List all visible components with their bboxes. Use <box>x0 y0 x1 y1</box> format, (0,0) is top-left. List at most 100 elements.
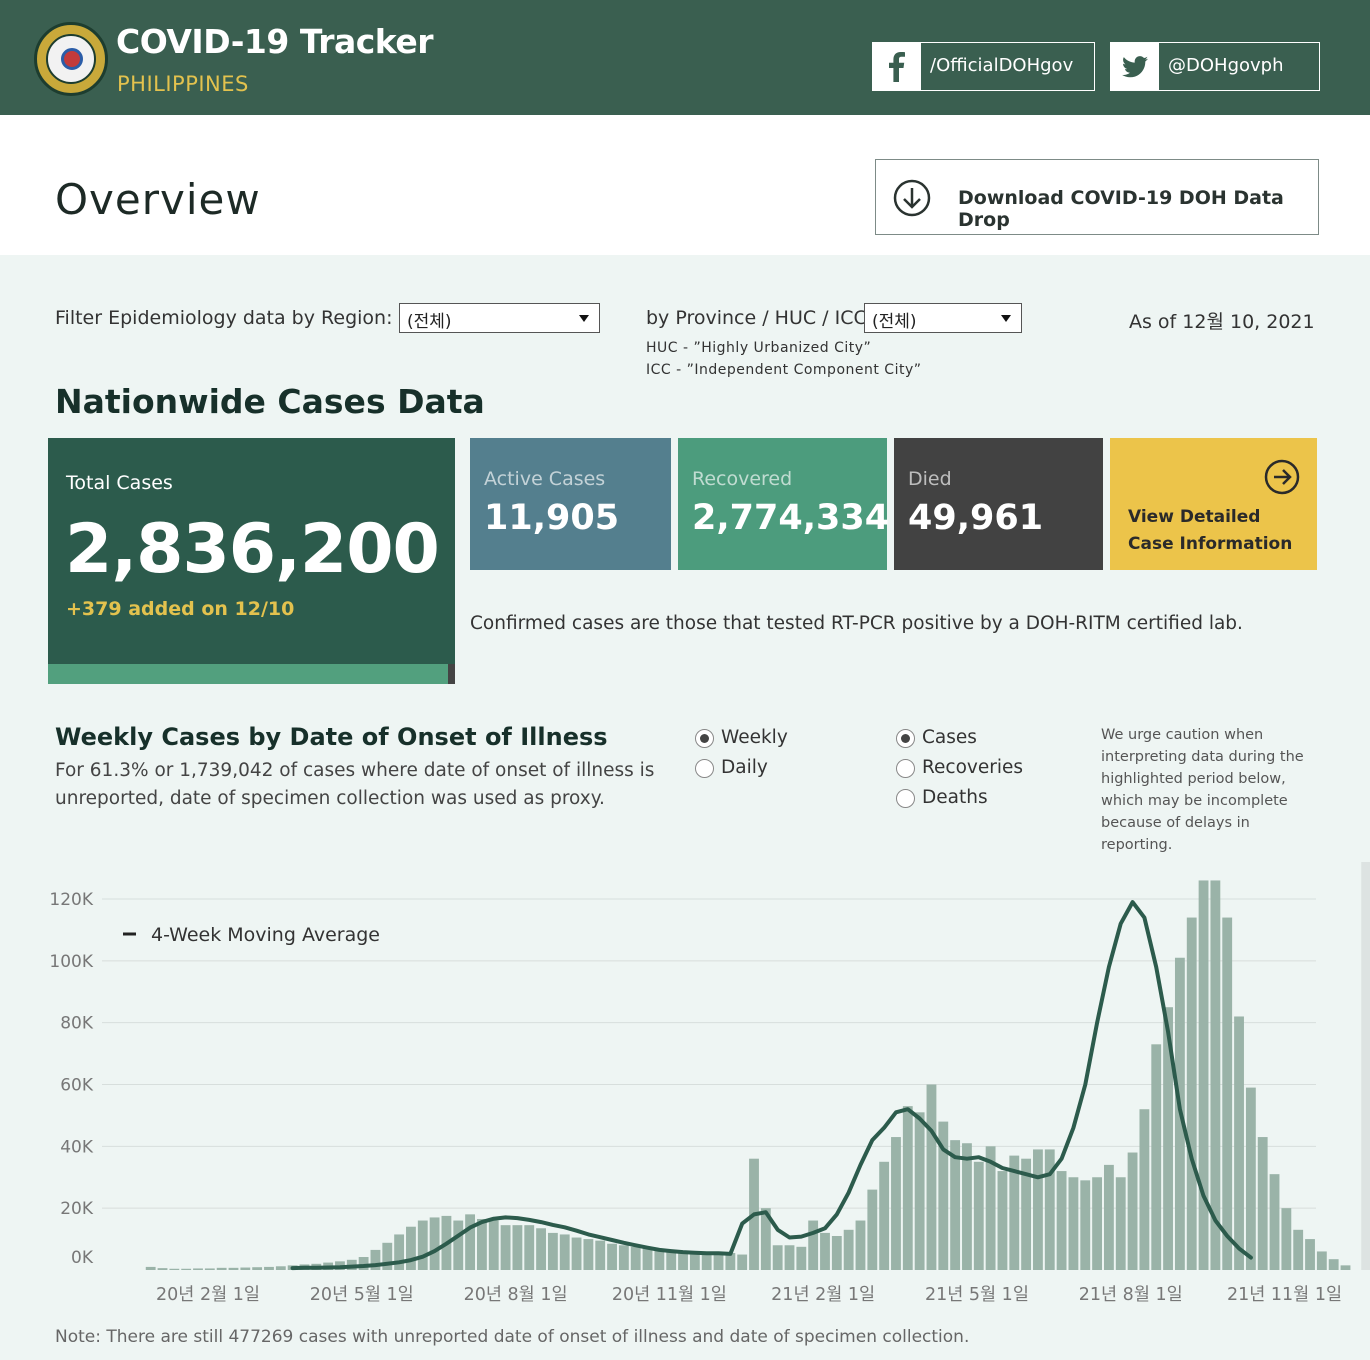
huc-note: HUC - ”Highly Urbanized City” <box>646 340 872 356</box>
bar <box>394 1234 405 1270</box>
download-data-drop-button[interactable]: Download COVID-19 DOH Data Drop <box>875 159 1319 235</box>
bar <box>725 1252 736 1270</box>
bar <box>1281 1208 1292 1270</box>
region-select-value: (전체) <box>407 312 452 332</box>
radio-weekly-label: Weekly <box>721 727 788 748</box>
bar <box>1080 1180 1091 1270</box>
bar <box>477 1218 487 1270</box>
bar <box>1340 1265 1351 1270</box>
added-today: +379 added on 12/10 <box>66 598 295 620</box>
bar <box>488 1220 499 1270</box>
doh-seal-logo <box>34 22 108 96</box>
bar <box>1234 1016 1244 1270</box>
radio-cases-label: Cases <box>922 727 977 748</box>
province-select[interactable]: (전체) <box>864 303 1022 333</box>
as-of-date: As of 12월 10, 2021 <box>1129 311 1315 333</box>
bar <box>417 1220 428 1270</box>
bar <box>831 1235 842 1270</box>
bar <box>1210 880 1221 1270</box>
view-detailed-line2: Case Information <box>1128 534 1293 554</box>
bar <box>654 1249 665 1270</box>
active-cases-card: Active Cases 11,905 <box>470 438 671 570</box>
radio-dot-deaths <box>896 789 915 808</box>
bar <box>1068 1177 1079 1270</box>
bar <box>1044 1149 1055 1270</box>
seal-inner <box>46 34 96 84</box>
facebook-link[interactable]: /OfficialDOHgov <box>872 42 1095 91</box>
chart-y-axis: 0K 20K 40K 60K 80K 100K 120K <box>49 890 93 1268</box>
bar <box>524 1225 535 1270</box>
recovered-label: Recovered <box>692 468 793 490</box>
weekly-cases-chart: 0K 20K 40K 60K 80K 100K 120K 20년 2월 1일 20년 5월 1… <box>49 862 1370 1305</box>
bar <box>252 1267 263 1270</box>
nationwide-title: Nationwide Cases Data <box>55 382 485 421</box>
bar <box>157 1268 168 1270</box>
app-title: COVID-19 Tracker <box>116 22 434 61</box>
bar <box>547 1232 558 1270</box>
weekly-subtitle: For 61.3% or 1,739,042 of cases where da… <box>55 760 655 809</box>
y-tick-label: 80K <box>60 1014 94 1034</box>
x-tick-label: 20년 11월 1일 <box>612 1285 727 1305</box>
bar <box>891 1137 901 1270</box>
total-cases-card: Total Cases 2,836,200 +379 added on 12/1… <box>48 438 455 684</box>
bar <box>204 1268 215 1270</box>
bar <box>264 1266 274 1270</box>
arrow-right-icon <box>1263 458 1301 500</box>
legend-label: 4-Week Moving Average <box>151 924 380 946</box>
total-cases-value: 2,836,200 <box>65 510 440 589</box>
bar <box>453 1220 464 1270</box>
bar <box>867 1189 878 1270</box>
bar <box>962 1143 972 1270</box>
active-cases-value: 11,905 <box>484 498 620 538</box>
confirmed-note: Confirmed cases are those that tested RT… <box>470 613 1243 634</box>
bar <box>512 1225 523 1270</box>
bar <box>240 1267 251 1270</box>
bar <box>1021 1158 1032 1270</box>
province-select-value: (전체) <box>872 312 917 332</box>
bar <box>843 1229 854 1270</box>
twitter-link[interactable]: @DOHgovph <box>1110 42 1320 91</box>
x-tick-label: 20년 2월 1일 <box>156 1285 260 1305</box>
bar <box>1151 1044 1162 1270</box>
bar <box>642 1248 653 1270</box>
y-tick-label: 120K <box>49 890 93 910</box>
bar <box>169 1268 180 1270</box>
bar <box>181 1268 192 1270</box>
radio-recoveries-label: Recoveries <box>922 757 1023 778</box>
chart-highlight-region <box>1361 862 1370 1270</box>
twitter-icon <box>1111 43 1159 90</box>
bar <box>820 1232 830 1270</box>
total-cases-label: Total Cases <box>66 472 173 494</box>
radio-dot-recoveries <box>896 759 915 778</box>
region-filter-label: Filter Epidemiology data by Region: <box>55 307 393 329</box>
bar <box>465 1214 476 1270</box>
y-tick-label: 20K <box>60 1199 94 1219</box>
bar <box>145 1266 156 1270</box>
bar <box>713 1252 724 1270</box>
total-cases-bar <box>48 664 455 684</box>
y-tick-label: 60K <box>60 1076 94 1096</box>
bar <box>914 1112 925 1270</box>
radio-daily-label: Daily <box>721 757 768 778</box>
bar <box>760 1208 771 1270</box>
bar <box>1222 917 1233 1270</box>
view-detailed-line1: View Detailed <box>1128 507 1261 527</box>
bar <box>595 1240 606 1270</box>
x-tick-label: 20년 5월 1일 <box>310 1285 414 1305</box>
bar <box>772 1245 783 1270</box>
recovered-value: 2,774,334 <box>692 498 890 538</box>
bar <box>571 1237 582 1270</box>
bar <box>678 1251 688 1270</box>
bar <box>228 1267 239 1270</box>
bar <box>1163 1007 1173 1270</box>
bar <box>879 1161 890 1270</box>
bar <box>500 1225 511 1270</box>
y-tick-label: 40K <box>60 1137 94 1157</box>
overview-band: Overview Download COVID-19 DOH Data Drop <box>0 115 1370 255</box>
region-select[interactable]: (전체) <box>399 303 600 333</box>
bar <box>216 1267 227 1270</box>
bar <box>1115 1177 1126 1270</box>
view-detailed-button[interactable]: View Detailed Case Information <box>1110 438 1317 570</box>
chart-legend: 4-Week Moving Average <box>123 924 380 946</box>
header-bar: COVID-19 Tracker PHILIPPINES /OfficialDO… <box>0 0 1370 115</box>
